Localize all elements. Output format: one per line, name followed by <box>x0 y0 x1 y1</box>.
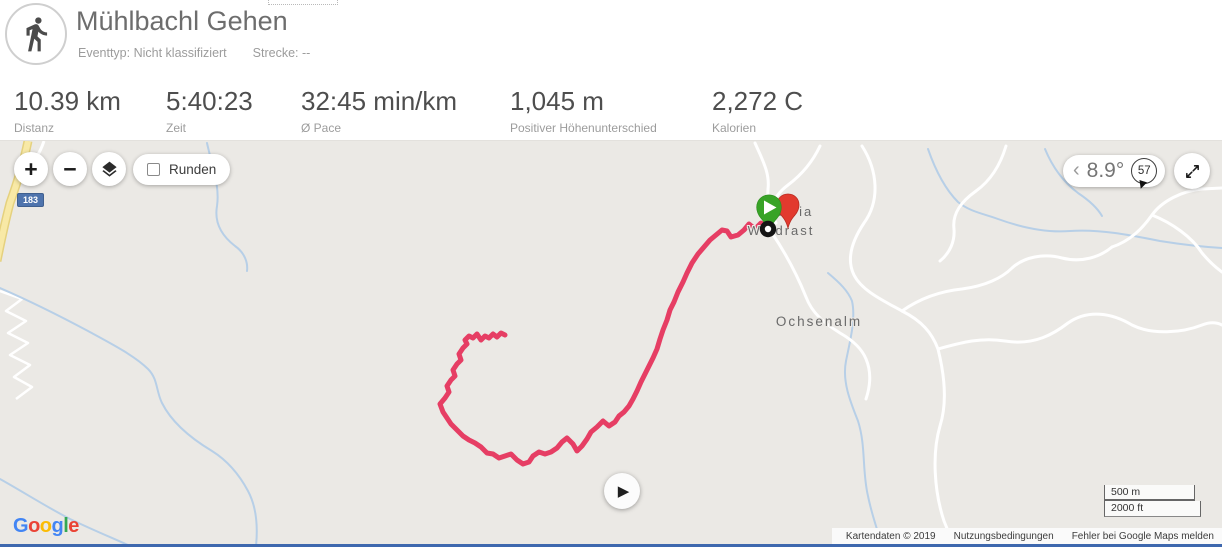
map-base-art <box>0 141 1222 544</box>
tooltip-stub <box>268 0 338 5</box>
expand-arrows-icon <box>1185 164 1199 178</box>
stat-calories: 2,272 C Kalorien <box>712 86 804 136</box>
position-dot[interactable] <box>759 220 777 238</box>
activity-subtitle: Eventtyp: Nicht klassifiziert Strecke: -- <box>78 46 336 60</box>
stat-distance: 10.39 km Distanz <box>14 86 121 136</box>
temperature-value: 8.9° <box>1086 159 1125 182</box>
walking-person-icon <box>26 17 48 52</box>
fullscreen-button[interactable] <box>1174 153 1210 189</box>
zoom-in-button[interactable]: + <box>14 152 48 186</box>
logo-letter: o <box>39 515 52 537</box>
map-attribution: Kartendaten © 2019 Nutzungsbedingungen F… <box>831 528 1222 544</box>
start-play-glyph <box>764 200 777 215</box>
map-canvas[interactable]: Maria Waldrast Ochsenalm 183 + − <box>0 140 1222 544</box>
road-shield-183: 183 <box>17 193 44 207</box>
marker-layer <box>756 193 800 238</box>
stat-value: 1,045 m <box>510 86 604 116</box>
stat-label: Ø Pace <box>301 121 342 136</box>
logo-letter: G <box>13 515 29 537</box>
report-error-link[interactable]: Fehler bei Google Maps melden <box>1071 531 1214 542</box>
scale-imperial: 2000 ft <box>1104 501 1201 517</box>
map-scale-control: 500 m 2000 ft <box>1104 485 1201 517</box>
stat-label: Positiver Höhenunterschied <box>510 121 657 136</box>
activity-type-avatar <box>5 3 67 65</box>
stat-label: Distanz <box>14 121 55 136</box>
scale-metric: 500 m <box>1104 485 1195 501</box>
playback-button[interactable]: ▶ <box>604 473 640 509</box>
logo-letter: e <box>68 515 79 537</box>
logo-letter: l <box>63 515 69 537</box>
event-type-label: Eventtyp: Nicht klassifiziert <box>78 46 227 60</box>
wind-value: 57 <box>1137 165 1151 177</box>
wind-direction-dial: 57 <box>1131 158 1158 191</box>
stat-value: 10.39 km <box>14 86 121 116</box>
chevron-left-icon[interactable]: ‹ <box>1073 158 1080 181</box>
stat-value: 5:40:23 <box>166 86 253 116</box>
layers-icon <box>101 161 117 177</box>
map-label-ochsenalm: Ochsenalm <box>775 314 863 329</box>
zoom-out-button[interactable]: − <box>53 152 87 186</box>
route-polyline <box>437 220 771 467</box>
weather-widget: ‹ 8.9° 57 <box>1063 155 1166 191</box>
logo-letter: o <box>28 515 40 537</box>
stat-time: 5:40:23 Zeit <box>166 86 253 136</box>
end-marker-pin[interactable] <box>776 193 800 230</box>
stat-value: 32:45 min/km <box>301 86 458 116</box>
stat-value: 2,272 C <box>712 86 804 116</box>
stat-label: Kalorien <box>712 121 757 136</box>
stat-pace: 32:45 min/km Ø Pace <box>301 86 458 136</box>
layers-button[interactable] <box>92 152 126 186</box>
play-icon: ▶ <box>617 483 630 500</box>
page-title: Mühlbachl Gehen <box>76 6 288 36</box>
google-logo[interactable]: Google <box>13 515 79 538</box>
start-marker-pin[interactable] <box>756 194 782 235</box>
terms-link[interactable]: Nutzungsbedingungen <box>953 531 1054 542</box>
stat-elevation-gain: 1,045 m Positiver Höhenunterschied <box>510 86 657 136</box>
copyright-text: Kartendaten © 2019 <box>845 531 936 542</box>
section-divider-bar <box>0 544 1222 547</box>
stat-label: Zeit <box>166 121 187 136</box>
route-layer <box>437 220 771 467</box>
laps-label: Runden <box>169 162 217 177</box>
logo-letter: g <box>51 515 64 537</box>
laps-toggle[interactable]: Runden <box>133 154 231 185</box>
laps-checkbox[interactable] <box>147 163 160 176</box>
course-label: Strecke: -- <box>252 46 311 60</box>
